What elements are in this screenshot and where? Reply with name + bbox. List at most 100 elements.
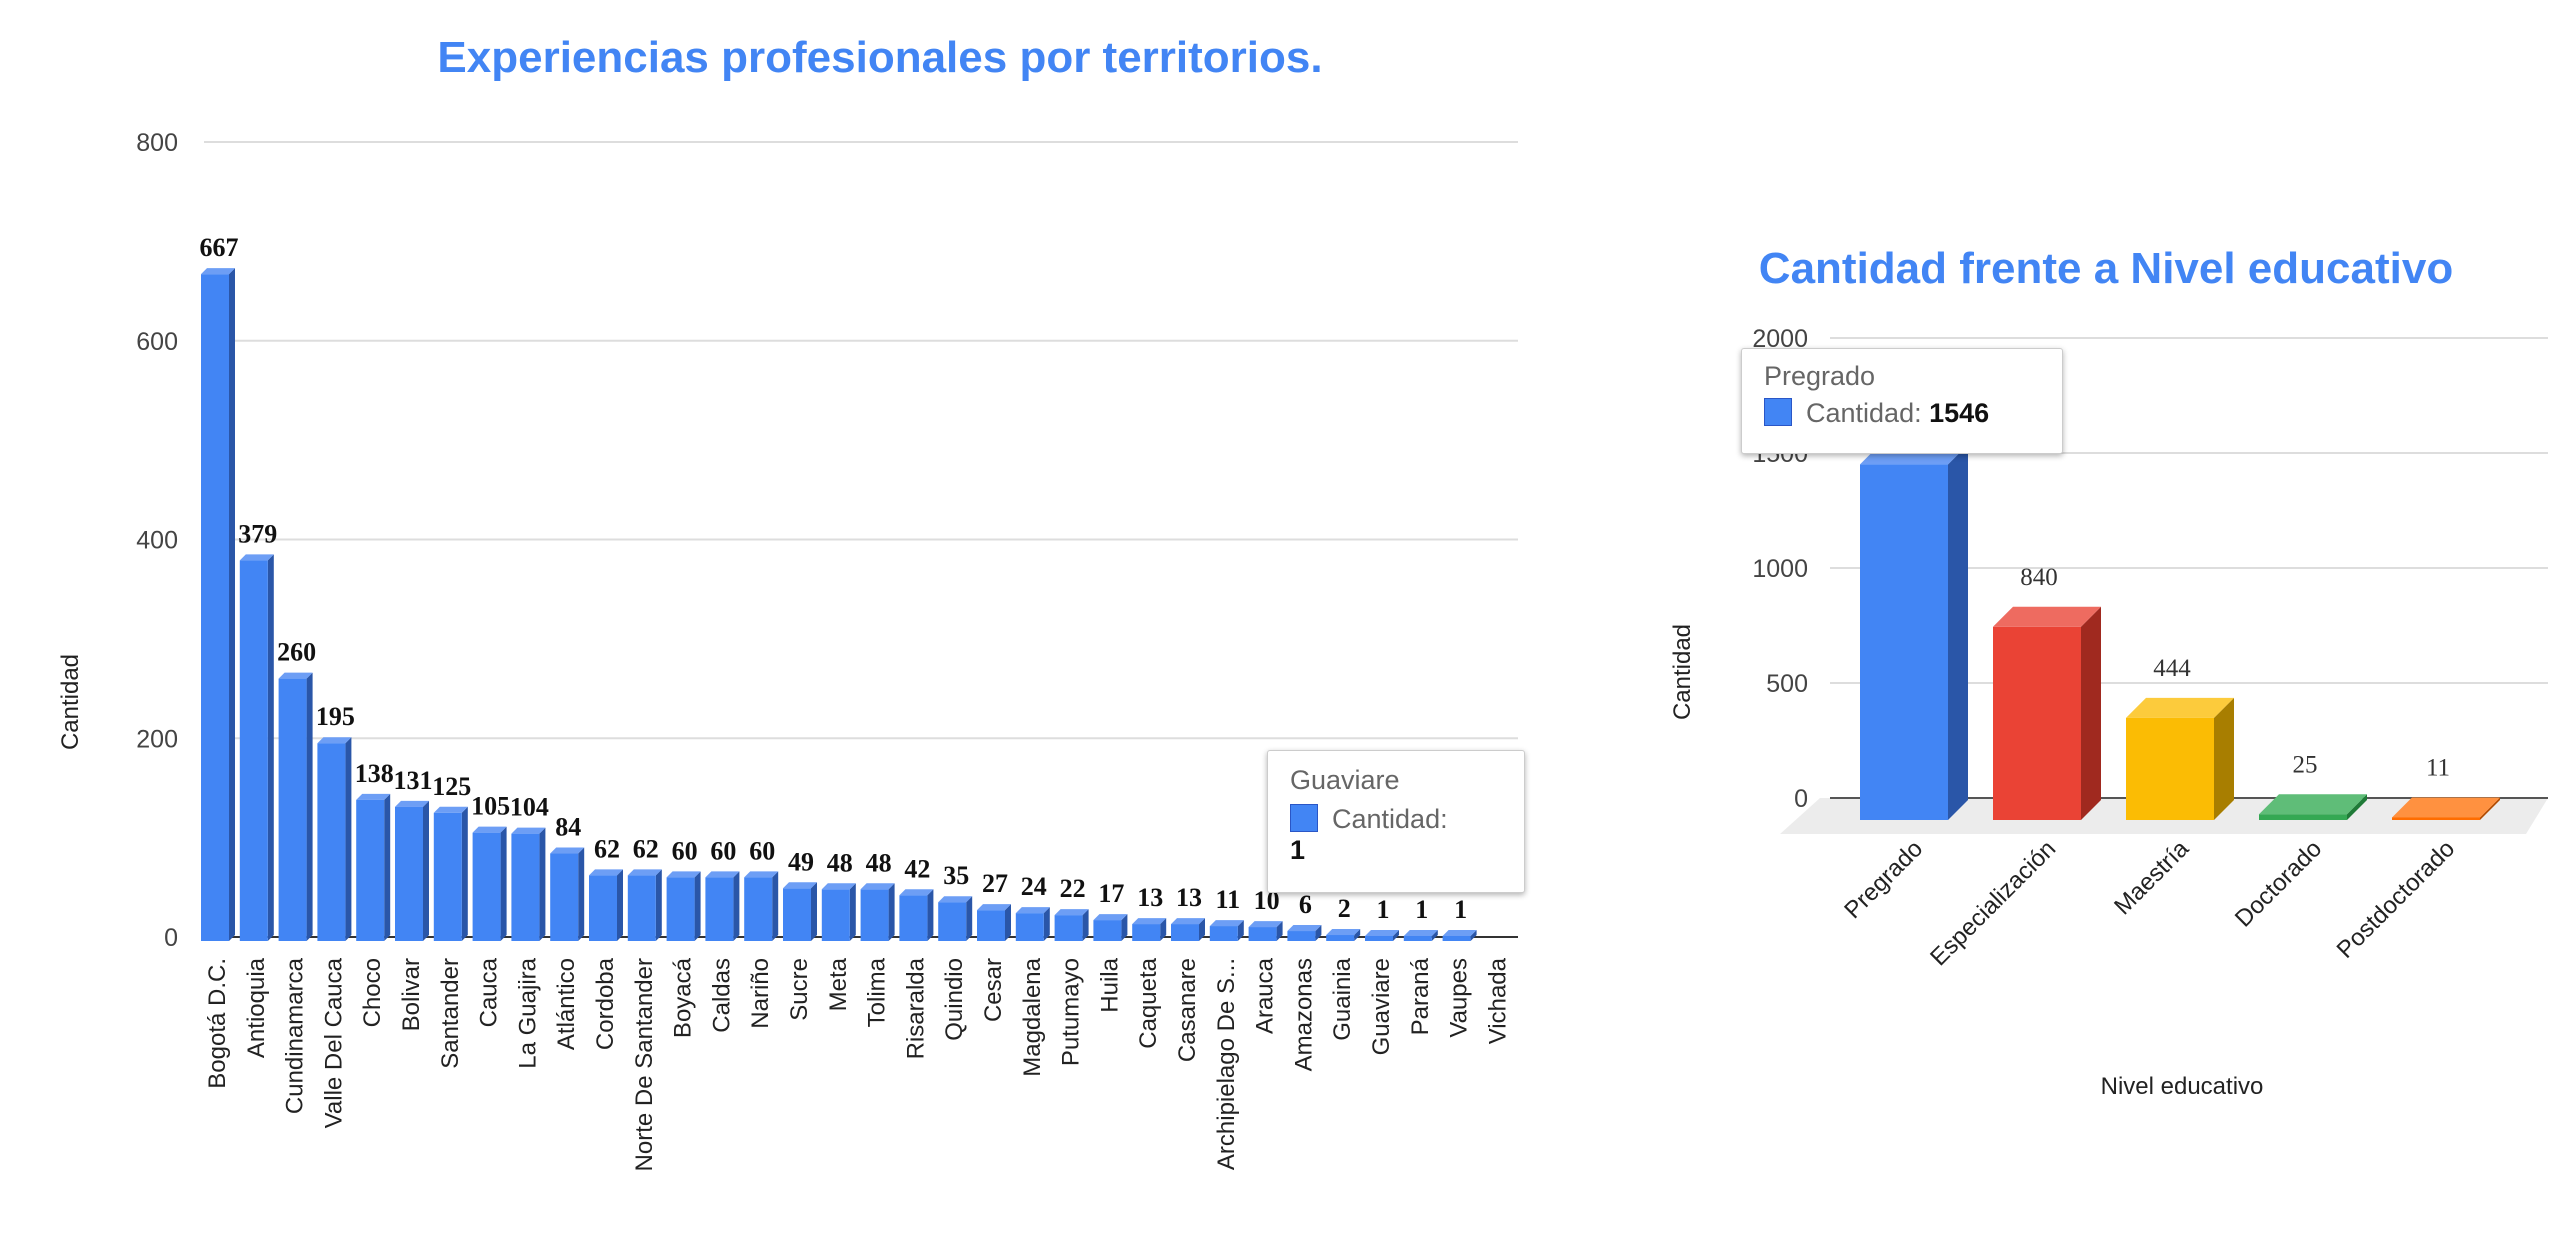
x-tick-label: Cauca bbox=[476, 957, 503, 1027]
data-label: 105 bbox=[471, 792, 510, 821]
y-tick-label: 800 bbox=[136, 129, 178, 157]
bar bbox=[1326, 935, 1355, 941]
x-tick-label: Santander bbox=[437, 958, 464, 1069]
bar bbox=[239, 560, 268, 941]
data-label: 379 bbox=[238, 519, 277, 548]
x-tick-label: Pregrado bbox=[1839, 835, 1928, 924]
chart-title: Experiencias profesionales por territori… bbox=[437, 33, 1322, 82]
bar-side bbox=[2347, 794, 2367, 820]
bar-side bbox=[1082, 909, 1089, 941]
x-tick-label: Caqueta bbox=[1135, 957, 1162, 1048]
bar-top bbox=[201, 268, 235, 275]
y-tick-label: 0 bbox=[1794, 785, 1808, 813]
chart-title: Cantidad frente a Nivel educativo bbox=[1759, 244, 2453, 293]
bar-top bbox=[278, 672, 313, 679]
bar-top bbox=[1132, 918, 1167, 925]
bar-top bbox=[356, 793, 391, 800]
data-label: 22 bbox=[1060, 874, 1086, 903]
bar-top bbox=[1248, 921, 1283, 928]
bar bbox=[1365, 936, 1393, 941]
data-label: 24 bbox=[1021, 872, 1047, 901]
x-tick-label: Quindio bbox=[941, 958, 968, 1041]
x-tick-label: Antioquia bbox=[243, 957, 270, 1058]
x-tick-label: Risaralda bbox=[902, 957, 929, 1059]
data-label: 840 bbox=[2020, 564, 2058, 591]
bar-side bbox=[345, 737, 352, 941]
bar-side bbox=[849, 883, 856, 941]
bar-top bbox=[627, 869, 662, 876]
bar-top bbox=[938, 896, 973, 903]
bar-top bbox=[317, 737, 352, 744]
x-tick-label: Postdoctorado bbox=[2332, 835, 2461, 964]
bar bbox=[899, 895, 928, 941]
bar-side bbox=[811, 882, 817, 941]
x-tick-label: Bogotá D.C. bbox=[204, 958, 231, 1089]
bar-side bbox=[888, 883, 895, 941]
data-label: 27 bbox=[982, 869, 1008, 898]
data-label: 6 bbox=[1299, 890, 1312, 919]
bar-side bbox=[694, 871, 701, 941]
bar-top bbox=[433, 806, 468, 813]
data-label: 444 bbox=[2153, 655, 2191, 682]
bar-side bbox=[1948, 444, 1968, 820]
bar bbox=[2259, 814, 2347, 820]
bar-side bbox=[1237, 920, 1244, 941]
bar-top bbox=[511, 827, 546, 834]
data-label: 60 bbox=[749, 836, 775, 865]
bar bbox=[860, 889, 889, 941]
data-label: 48 bbox=[827, 848, 853, 877]
x-tick-label: Casanare bbox=[1174, 958, 1201, 1062]
bar bbox=[1403, 936, 1432, 941]
bar-side bbox=[1121, 914, 1128, 941]
bar-side bbox=[1160, 918, 1167, 941]
bar-top bbox=[1171, 918, 1205, 925]
data-label: 104 bbox=[510, 793, 549, 822]
bar-side bbox=[1431, 930, 1438, 941]
bar bbox=[977, 910, 1005, 941]
x-tick-label: Boyacá bbox=[670, 957, 697, 1038]
bar-side bbox=[1043, 907, 1050, 941]
data-label: 195 bbox=[316, 702, 355, 731]
bar-top bbox=[550, 847, 585, 854]
x-tick-label: Cordoba bbox=[592, 957, 619, 1050]
data-label: 11 bbox=[1216, 885, 1241, 914]
data-label: 13 bbox=[1137, 883, 1163, 912]
tooltip-left-value: 1 bbox=[1290, 835, 1306, 865]
bar bbox=[589, 875, 617, 941]
data-label: 131 bbox=[394, 766, 433, 795]
x-tick-label: Vaupes bbox=[1446, 958, 1473, 1038]
x-tick-label: Tolima bbox=[864, 957, 891, 1027]
bar bbox=[1054, 915, 1083, 941]
bar-top bbox=[821, 883, 856, 890]
x-tick-label: Norte De Santander bbox=[631, 958, 658, 1171]
bar bbox=[2392, 817, 2480, 820]
data-label: 260 bbox=[277, 638, 316, 667]
bar-top bbox=[860, 883, 895, 890]
y-axis-title: Cantidad bbox=[57, 654, 84, 750]
data-label: 60 bbox=[672, 836, 698, 865]
bar-side bbox=[772, 871, 779, 941]
bar bbox=[1248, 927, 1277, 941]
data-label: 60 bbox=[710, 836, 736, 865]
bar-side bbox=[423, 800, 429, 941]
data-label: 667 bbox=[200, 233, 239, 262]
x-tick-label: Valle Del Cauca bbox=[320, 957, 347, 1128]
bar-top bbox=[1993, 606, 2101, 627]
x-tick-label: Cesar bbox=[980, 958, 1007, 1022]
data-label: 42 bbox=[904, 854, 930, 883]
bar bbox=[317, 743, 346, 941]
x-tick-label: Nariño bbox=[747, 958, 774, 1029]
x-tick-label: Archipielago De S... bbox=[1213, 958, 1240, 1170]
bar-side bbox=[267, 554, 274, 941]
bar-side bbox=[1005, 904, 1011, 941]
x-tick-label: Vichada bbox=[1484, 957, 1511, 1044]
x-tick-label: Maestría bbox=[2109, 835, 2195, 921]
y-tick-label: 600 bbox=[136, 328, 178, 356]
bar-top bbox=[1093, 914, 1128, 921]
bar bbox=[201, 274, 229, 941]
bar-top bbox=[2392, 797, 2500, 818]
x-tick-label: Guaviare bbox=[1368, 958, 1395, 1055]
tooltip-left-category: Guaviare bbox=[1290, 765, 1400, 795]
bar-side bbox=[2081, 606, 2101, 820]
tooltip-right-category: Pregrado bbox=[1764, 361, 1876, 391]
